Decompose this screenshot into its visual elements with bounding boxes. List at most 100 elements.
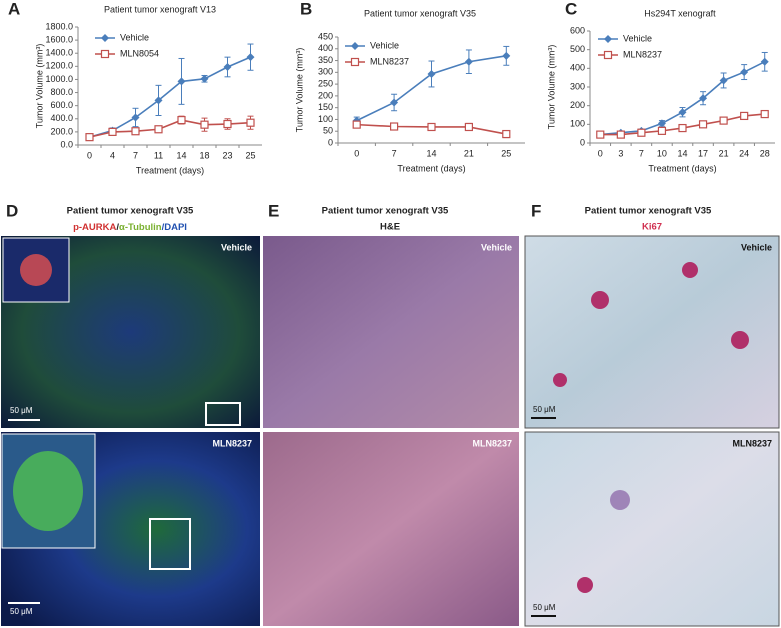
x-tick-label: 0 <box>87 150 92 160</box>
x-tick-label: 28 <box>760 148 770 158</box>
panel-d <box>1 236 260 626</box>
marker <box>177 115 186 125</box>
y-tick-label: 100 <box>318 114 333 124</box>
cell <box>591 291 609 309</box>
x-tick-label: 4 <box>110 150 115 160</box>
x-axis-title: Treatment (days) <box>397 163 465 173</box>
marker <box>177 77 186 86</box>
y-tick-label: 300 <box>318 67 333 77</box>
y-tick-label: 0 <box>328 137 333 147</box>
stain-part: / <box>116 222 119 233</box>
y-tick-label: 350 <box>318 55 333 65</box>
x-tick-label: 7 <box>639 148 644 158</box>
marker <box>596 130 605 139</box>
y-axis-title: Tumor Volume (mm³) <box>34 44 44 129</box>
panel-title: Patient tumor xenograft V35 <box>585 206 712 217</box>
marker <box>200 74 209 83</box>
stain-part: α-Tubulin <box>119 222 162 233</box>
marker <box>698 120 708 129</box>
x-tick-label: 21 <box>719 148 729 158</box>
marker <box>85 133 94 142</box>
marker <box>760 109 769 119</box>
condition-label: MLN8237 <box>212 438 252 448</box>
micrograph <box>263 236 519 428</box>
y-tick-label: 600.0 <box>50 100 73 110</box>
y-tick-label: 450 <box>318 31 333 41</box>
panel-f <box>524 235 780 627</box>
panel-e <box>263 236 519 626</box>
y-tick-label: 600 <box>570 25 585 35</box>
marker <box>678 123 687 133</box>
panel-letter: D <box>6 201 18 220</box>
marker <box>464 122 473 132</box>
x-tick-label: 18 <box>199 150 209 160</box>
legend-label: MLN8237 <box>623 49 662 59</box>
y-tick-label: 1400.0 <box>45 48 73 58</box>
micrograph <box>524 431 780 627</box>
chart-title: Patient tumor xenograft V35 <box>364 8 476 18</box>
x-tick-label: 23 <box>222 150 232 160</box>
marker <box>246 118 255 127</box>
y-axis-title: Tumor Volume (mm³) <box>294 48 304 133</box>
y-tick-label: 250 <box>318 78 333 88</box>
cell <box>731 331 749 349</box>
panel-letter: F <box>531 201 541 220</box>
panel-letter: C <box>565 0 577 18</box>
x-tick-label: 17 <box>698 148 708 158</box>
legend-label: Vehicle <box>120 32 149 42</box>
stain-label: H&E <box>380 222 400 233</box>
marker <box>657 126 667 135</box>
condition-label: Vehicle <box>741 242 772 252</box>
marker <box>427 122 436 132</box>
x-tick-label: 24 <box>739 148 749 158</box>
scale-label: 50 μM <box>10 607 33 616</box>
chart-title: Patient tumor xenograft V13 <box>104 4 216 14</box>
chart-title: Hs294T xenograft <box>644 8 716 18</box>
x-tick-label: 10 <box>657 148 667 158</box>
panel-title: Patient tumor xenograft V35 <box>322 206 449 217</box>
marker <box>699 94 708 103</box>
x-tick-label: 14 <box>677 148 687 158</box>
panel-letter: A <box>8 0 20 18</box>
y-tick-label: 1600.0 <box>45 34 73 44</box>
marker <box>154 96 163 105</box>
marker <box>390 98 399 107</box>
scale-label: 50 μM <box>533 405 556 414</box>
marker <box>616 130 625 139</box>
y-tick-label: 500 <box>570 44 585 54</box>
stain-part: /DAPI <box>162 222 187 233</box>
marker <box>740 111 749 121</box>
cell <box>553 373 567 387</box>
y-tick-label: 800.0 <box>50 87 73 97</box>
marker <box>108 127 117 136</box>
marker <box>502 129 511 139</box>
marker <box>200 120 209 129</box>
y-tick-label: 300 <box>570 81 585 91</box>
y-tick-label: 400 <box>318 43 333 53</box>
inset <box>2 237 70 303</box>
marker <box>223 62 232 71</box>
marker <box>427 69 436 78</box>
marker <box>390 122 399 131</box>
x-tick-label: 25 <box>501 148 511 158</box>
condition-label: MLN8237 <box>732 438 772 448</box>
y-tick-label: 400 <box>570 63 585 73</box>
scale-label: 50 μM <box>533 603 556 612</box>
cell <box>20 254 52 286</box>
condition-label: Vehicle <box>221 242 252 252</box>
x-tick-label: 14 <box>176 150 186 160</box>
inset-box <box>205 402 241 426</box>
series-line <box>600 61 766 136</box>
panel-letter: B <box>300 0 312 18</box>
cell <box>682 262 698 278</box>
legend-label: MLN8237 <box>370 56 409 66</box>
y-tick-label: 200 <box>318 90 333 100</box>
x-tick-label: 7 <box>392 148 397 158</box>
legend-label: MLN8054 <box>120 48 159 58</box>
legend-marker <box>100 49 110 59</box>
x-tick-label: 3 <box>618 148 623 158</box>
stain-label: p-AURKA/α-Tubulin/DAPI <box>73 222 187 233</box>
legend-marker <box>351 42 359 50</box>
panel-title: Patient tumor xenograft V35 <box>67 206 194 217</box>
marker <box>502 51 511 60</box>
